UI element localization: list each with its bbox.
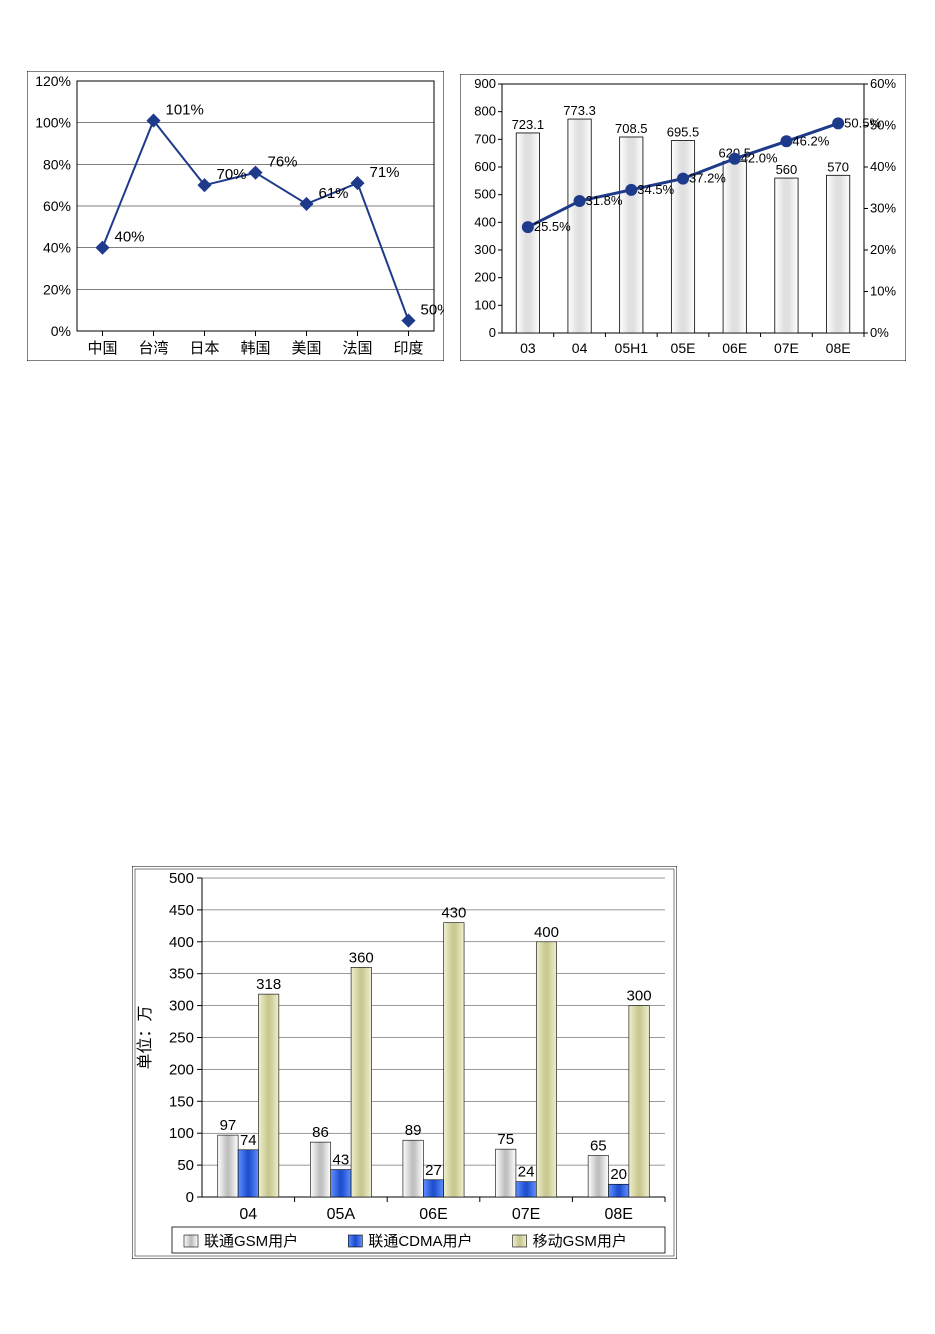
y-tick-label: 80% [43,156,71,172]
bar-value-label: 75 [497,1131,514,1148]
y-left-tick-label: 900 [474,76,496,91]
data-label: 40% [115,229,145,246]
data-label: 61% [319,185,349,202]
combo-chart-yearly: 0 100 200 300 400 500 600 700 800 900 0% 10% 20% 30% 4… [460,74,906,361]
bar-value-label: 300 [627,988,652,1005]
category-label: 07E [774,340,799,356]
y-tick-label: 100 [169,1125,194,1142]
category-label: 08E [604,1206,632,1223]
y-tick-label: 100% [35,115,71,131]
y-left-tick-label: 0 [489,325,496,340]
line-label: 50.5% [844,115,881,130]
bar-value-label: 430 [441,905,466,922]
category-label: 中国 [87,340,117,357]
category-label: 04 [239,1206,257,1223]
y-tick-label: 40% [43,240,71,256]
bar-value-label: 86 [312,1124,329,1141]
bar-label: 570 [827,159,849,174]
y-tick-label: 200 [169,1061,194,1078]
data-label: 76% [268,154,298,171]
bar-label: 708.5 [615,121,648,136]
category-label: 05E [671,340,696,356]
category-label: 台湾 [138,340,168,357]
category-label: 03 [520,340,536,356]
y-tick-label: 60% [43,198,71,214]
bar-value-label: 65 [590,1138,607,1155]
line-label: 34.5% [637,182,674,197]
category-label: 法国 [342,340,372,357]
grouped-bar-users: 0 50 100 150 200 250 300 350 400 450 500 单位：万 9774 31… [132,866,677,1259]
bar-label: 773.3 [563,103,596,118]
y-tick-label: 50 [177,1157,194,1174]
y-tick-label: 0% [51,323,71,339]
y-right-tick-label: 30% [870,201,896,216]
y-axis-label: 单位：万 [136,1005,154,1069]
data-label: 70% [217,166,247,183]
bar-value-label: 20 [610,1166,627,1183]
y-left-tick-label: 100 [474,297,496,312]
category-label: 06E [722,340,747,356]
data-label: 50% [421,302,445,319]
y-left-tick-label: 800 [474,104,496,119]
line-label: 46.2% [792,133,829,148]
legend-label: 移动GSM用户 [533,1233,627,1250]
y-left-tick-label: 400 [474,214,496,229]
bar-value-label: 89 [405,1122,422,1139]
line-label: 31.8% [586,193,623,208]
bar-value-label: 318 [256,976,281,993]
y-tick-label: 20% [43,281,71,297]
category-label: 05A [327,1206,356,1223]
category-label: 日本 [189,340,219,357]
y-tick-label: 250 [169,1030,194,1047]
line-label: 37.2% [689,171,726,186]
line-label: 25.5% [534,219,571,234]
y-left-tick-label: 700 [474,131,496,146]
y-tick-label: 300 [169,998,194,1015]
y-left-tick-label: 600 [474,159,496,174]
bar-label: 560 [776,162,798,177]
y-tick-label: 120% [35,73,71,89]
line-label: 42.0% [741,151,778,166]
bar-value-label: 74 [240,1132,257,1149]
y-tick-label: 450 [169,902,194,919]
y-left-tick-label: 300 [474,242,496,257]
category-label: 04 [572,340,588,356]
bar-value-label: 43 [333,1152,350,1169]
data-label: 101% [166,102,204,119]
bar-value-label: 24 [518,1164,535,1181]
bar-value-label: 400 [534,924,559,941]
page: 0% 20% 40% 60% 80% 100% 120% 中国 台湾 日本 韩国 美国 法国 印度 40% 1… [0,0,935,1334]
category-label: 美国 [291,340,321,357]
category-label: 08E [826,340,851,356]
legend-label: 联通GSM用户 [204,1233,298,1250]
y-tick-label: 350 [169,966,194,983]
y-right-tick-label: 40% [870,159,896,174]
y-right-tick-label: 20% [870,242,896,257]
y-tick-label: 150 [169,1093,194,1110]
category-label: 06E [419,1206,447,1223]
category-label: 05H1 [615,340,649,356]
bar-value-label: 97 [220,1117,237,1134]
y-tick-label: 400 [169,934,194,951]
category-label: 07E [512,1206,540,1223]
y-tick-label: 500 [169,870,194,887]
y-right-tick-label: 60% [870,76,896,91]
category-label: 韩国 [240,340,270,357]
bar-value-label: 360 [349,949,374,966]
y-right-tick-label: 10% [870,284,896,299]
line-chart-penetration: 0% 20% 40% 60% 80% 100% 120% 中国 台湾 日本 韩国 美国 法国 印度 40% 1… [27,71,444,361]
y-right-tick-label: 0% [870,325,889,340]
legend-label: 联通CDMA用户 [368,1233,472,1250]
bar-label: 723.1 [512,117,545,132]
y-left-tick-label: 500 [474,187,496,202]
bar-label: 695.5 [667,125,700,140]
y-tick-label: 0 [186,1189,194,1206]
bar-value-label: 27 [425,1162,442,1179]
data-label: 71% [370,164,400,181]
y-left-tick-label: 200 [474,270,496,285]
category-label: 印度 [393,340,423,357]
